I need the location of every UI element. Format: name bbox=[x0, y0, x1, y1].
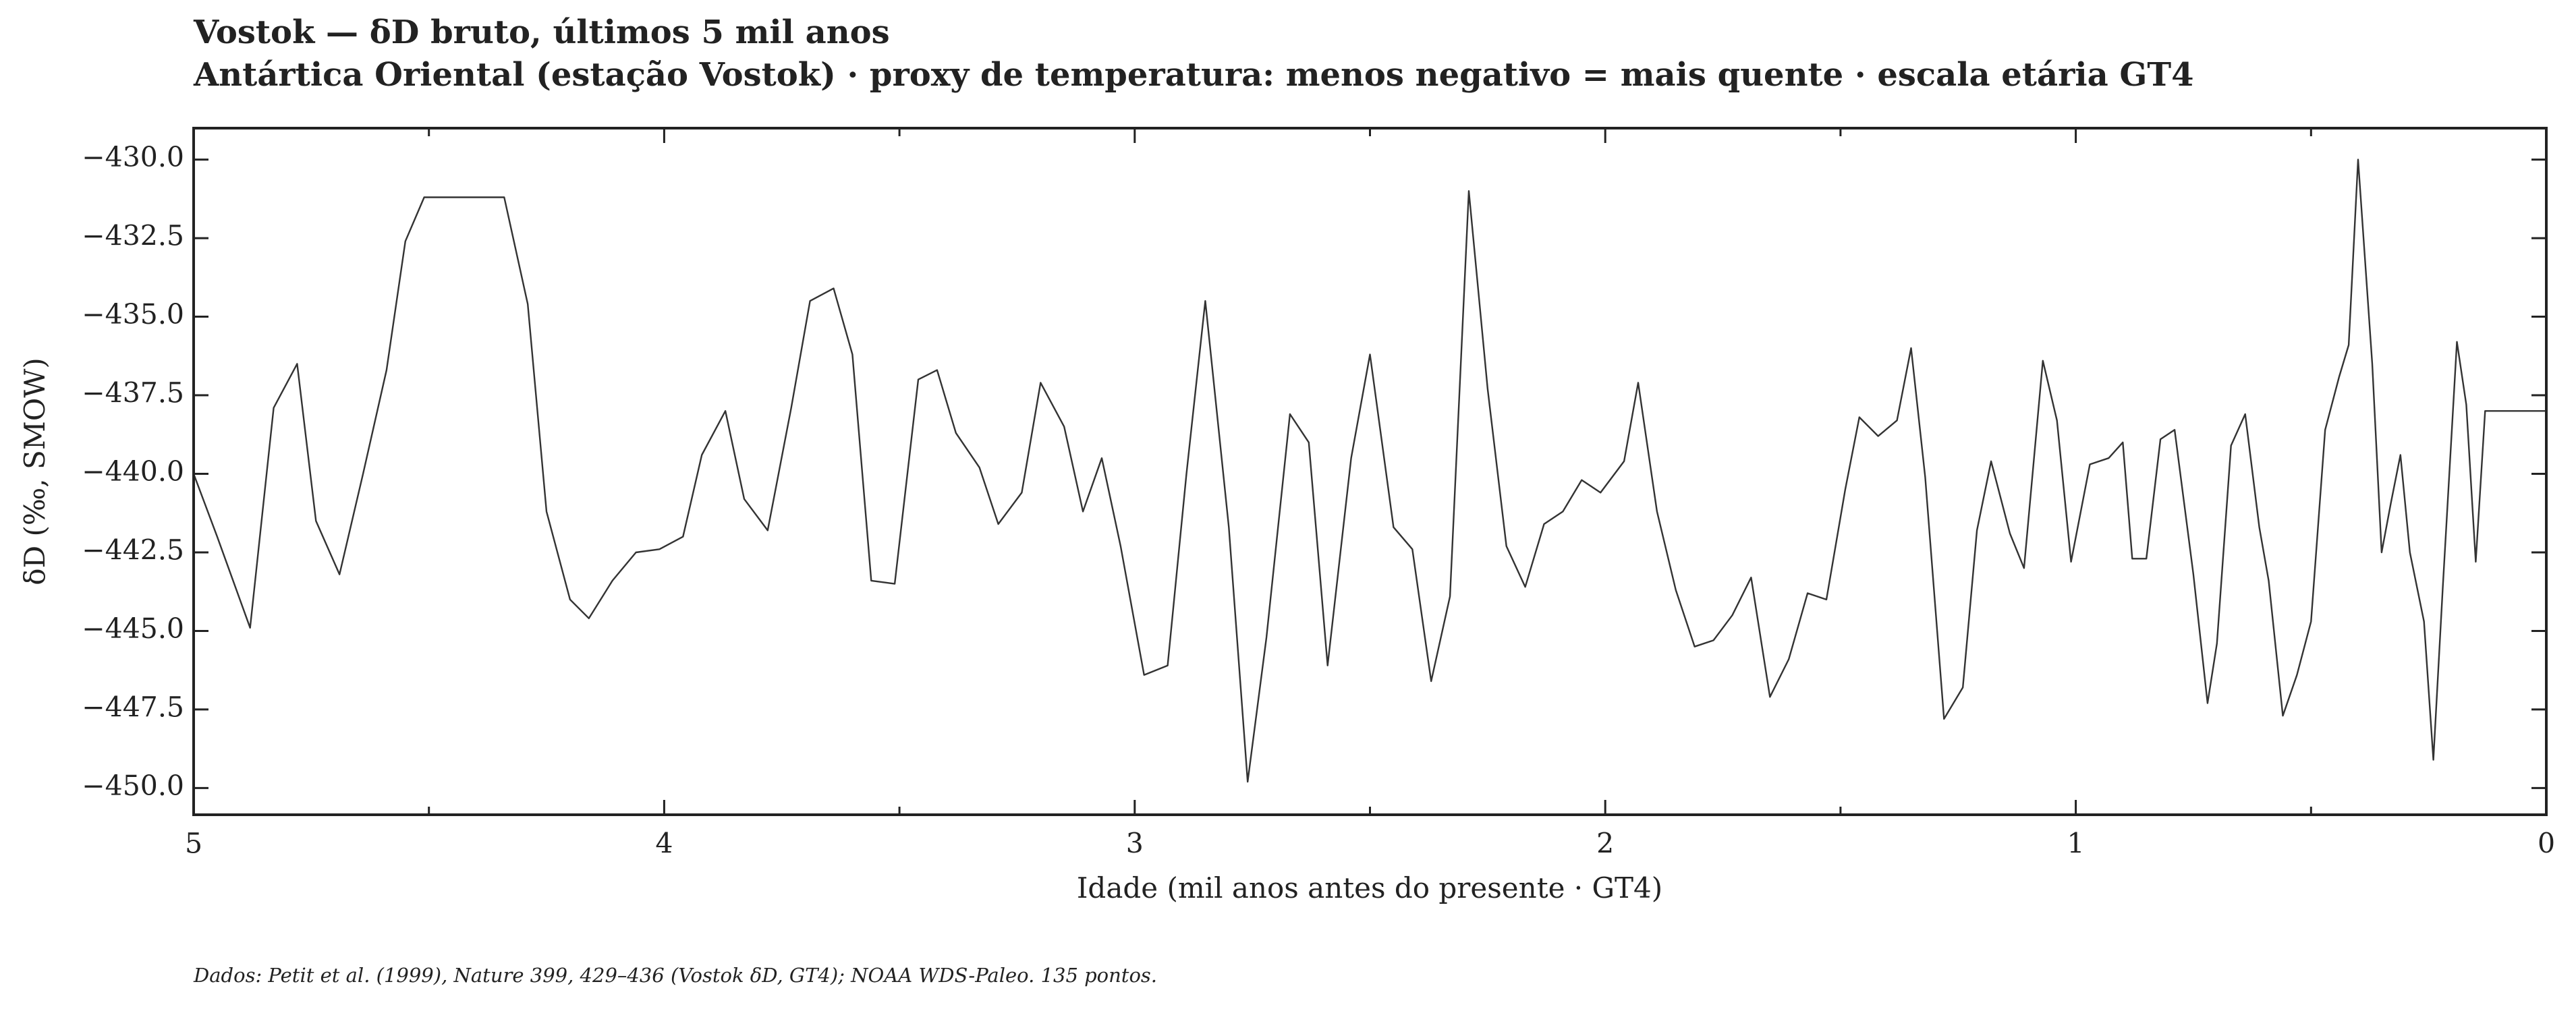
y-tick-label: −442.5 bbox=[82, 534, 184, 566]
x-tick-label: 1 bbox=[2067, 828, 2085, 860]
y-axis-label: δD (‰, SMOW) bbox=[18, 357, 51, 585]
y-tick-label: −435.0 bbox=[82, 298, 184, 330]
data-line bbox=[192, 158, 2546, 783]
x-tick-label: 2 bbox=[1596, 828, 1614, 860]
y-tick-label: −447.5 bbox=[82, 691, 184, 723]
x-tick-label: 5 bbox=[185, 828, 202, 860]
x-tick-label: 0 bbox=[2538, 828, 2555, 860]
plot-frame bbox=[192, 127, 2548, 816]
y-tick-label: −450.0 bbox=[82, 770, 184, 802]
x-tick-label: 4 bbox=[655, 828, 673, 860]
chart-title: Vostok — δD bruto, últimos 5 mil anos bbox=[193, 13, 890, 51]
x-tick-label: 3 bbox=[1126, 828, 1144, 860]
y-tick-label: −432.5 bbox=[82, 220, 184, 252]
x-axis-label: Idade (mil anos antes do presente · GT4) bbox=[1077, 871, 1662, 904]
y-tick-label: −440.0 bbox=[82, 455, 184, 488]
chart-subtitle: Antártica Oriental (estação Vostok) · pr… bbox=[193, 56, 2194, 94]
y-tick-label: −445.0 bbox=[82, 612, 184, 645]
y-tick-label: −430.0 bbox=[82, 141, 184, 173]
footnote: Dados: Petit et al. (1999), Nature 399, … bbox=[193, 964, 1157, 987]
y-tick-label: −437.5 bbox=[82, 377, 184, 409]
